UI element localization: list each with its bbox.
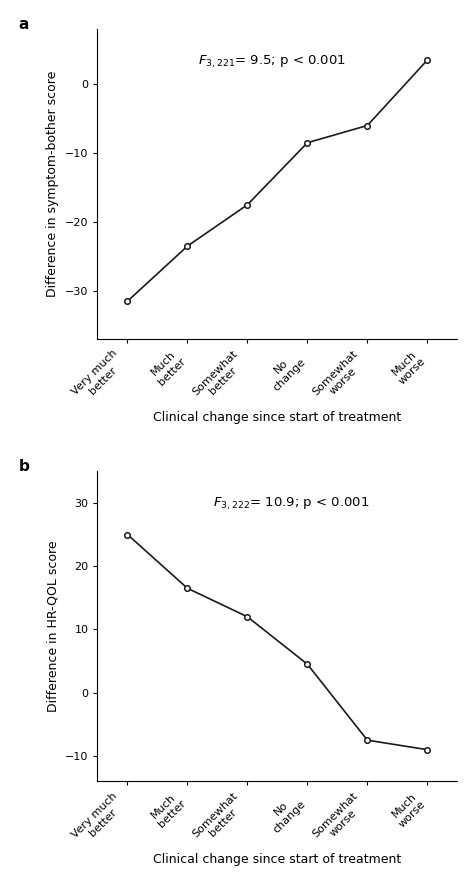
Text: $F_{3,221}$= 9.5; p < 0.001: $F_{3,221}$= 9.5; p < 0.001 (198, 54, 346, 70)
X-axis label: Clinical change since start of treatment: Clinical change since start of treatment (153, 853, 401, 866)
Y-axis label: Difference in HR-QOL score: Difference in HR-QOL score (46, 540, 60, 712)
X-axis label: Clinical change since start of treatment: Clinical change since start of treatment (153, 411, 401, 424)
Text: a: a (18, 17, 29, 32)
Y-axis label: Difference in symptom-bother score: Difference in symptom-bother score (46, 71, 59, 298)
Text: b: b (18, 459, 29, 474)
Text: $F_{3,222}$= 10.9; p < 0.001: $F_{3,222}$= 10.9; p < 0.001 (213, 496, 369, 512)
